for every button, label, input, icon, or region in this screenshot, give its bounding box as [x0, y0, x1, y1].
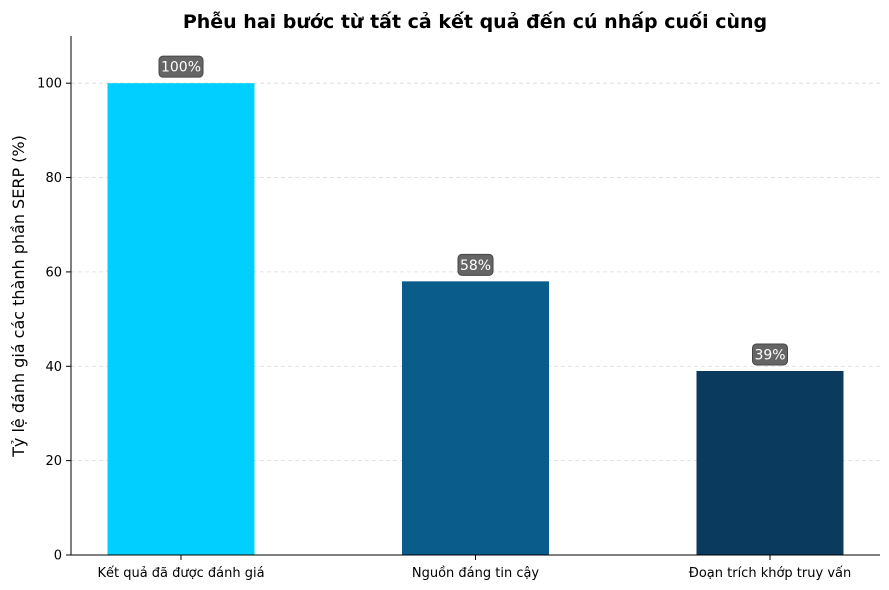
data-label: 58% — [460, 258, 491, 274]
bar — [402, 281, 549, 555]
y-tick-label: 60 — [45, 265, 62, 280]
x-tick-label: Nguồn đáng tin cậy — [412, 566, 540, 581]
data-labels: 100% 58% 39% — [158, 55, 788, 366]
bar — [107, 83, 255, 555]
y-tick-label: 80 — [45, 171, 62, 186]
y-tick-label: 20 — [45, 454, 62, 469]
x-tick-label: Kết quả đã được đánh giá — [97, 566, 264, 581]
axes: 0 20 40 60 80 100 Kết quả đã được đánh giá Nguồ… — [37, 36, 880, 581]
bar — [696, 370, 844, 555]
x-tick-label: Đoạn trích khớp truy vấn — [689, 566, 851, 581]
bars — [107, 83, 844, 555]
data-label-box — [158, 55, 204, 78]
data-label: 39% — [754, 347, 785, 363]
y-tick-label: 40 — [45, 360, 62, 375]
data-label-box — [752, 343, 788, 366]
y-tick-label: 100 — [37, 77, 62, 92]
data-label: 100% — [161, 60, 201, 76]
y-tick-label: 0 — [54, 549, 62, 564]
y-axis-label: Tỷ lệ đánh giá các thành phần SERP (%) — [9, 135, 28, 458]
chart-title: Phễu hai bước từ tất cả kết quả đến cú n… — [183, 9, 767, 33]
data-label-box — [457, 253, 494, 276]
